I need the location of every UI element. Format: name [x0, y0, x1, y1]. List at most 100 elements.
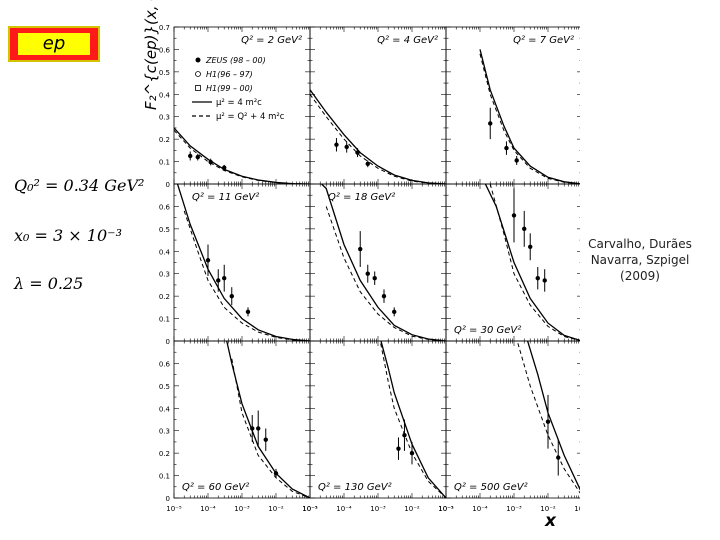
y-tick-label: 0.5: [159, 383, 170, 391]
solid-curve: [479, 49, 580, 184]
data-point: [344, 144, 349, 150]
y-tick-label: 0.2: [159, 136, 170, 144]
data-point: [222, 165, 227, 170]
data-point: [365, 161, 370, 167]
data-point: [545, 419, 551, 424]
data-point: [522, 226, 527, 232]
credit-line-2: Navarra, Szpigel: [590, 253, 690, 267]
panel-frame: [445, 26, 580, 185]
panel-label: Q² = 60 GeV²: [182, 482, 249, 493]
data-point: [372, 276, 377, 281]
panel-2: Q² = 4 GeV²: [309, 26, 447, 185]
panel-frame: [173, 183, 311, 342]
panel-label: Q² = 18 GeV²: [328, 192, 395, 203]
data-point: [402, 433, 407, 438]
data-point: [504, 145, 509, 151]
ep-badge: ep: [8, 26, 100, 62]
y-tick-label: 0.3: [159, 114, 170, 122]
data-point: [256, 426, 261, 431]
y-tick-label: 0.1: [159, 159, 170, 167]
data-point: [535, 276, 540, 281]
param-x0: x₀ = 3 × 10⁻³: [14, 226, 122, 245]
solid-curve: [176, 184, 310, 341]
y-tick-label: 0.4: [159, 248, 171, 256]
x-tick-label: 10⁻³: [234, 505, 250, 513]
panel-label: Q² = 30 GeV²: [454, 325, 521, 336]
data-point: [396, 446, 401, 451]
y-tick-label: 0.1: [159, 316, 170, 324]
data-point: [229, 293, 234, 299]
solid-curve: [526, 341, 580, 491]
data-point: [381, 293, 387, 299]
param-q0: Q₀² = 0.34 GeV²: [14, 176, 145, 195]
x-tick-label: 10⁻³: [506, 505, 522, 513]
panel-label: Q² = 4 GeV²: [377, 35, 438, 46]
x-axis-label: x: [544, 511, 557, 531]
param-lambda: λ = 0.25: [14, 274, 84, 293]
x-tick-label: 10⁻³: [370, 505, 386, 513]
dashed-curve: [479, 53, 580, 184]
dashed-curve: [379, 341, 446, 498]
y-tick-label: 0.3: [159, 428, 170, 436]
data-point: [208, 159, 213, 165]
data-point: [188, 153, 193, 159]
data-point: [222, 276, 227, 281]
panel-frame: [445, 183, 580, 342]
credit-line-1: Carvalho, Durães: [588, 237, 692, 251]
data-point: [488, 121, 493, 126]
data-point: [334, 142, 339, 147]
y-tick-label: 0: [166, 338, 170, 346]
x-tick-label: 10⁻²: [404, 505, 420, 513]
panel-3: Q² = 7 GeV²: [445, 26, 580, 185]
dashed-curve: [516, 341, 580, 494]
data-point: [514, 158, 519, 163]
legend-marker: [195, 71, 201, 77]
panel-6: Q² = 30 GeV²: [445, 183, 580, 342]
panel-8: Q² = 130 GeV²: [309, 340, 447, 499]
panel-9: Q² = 500 GeV²: [445, 340, 580, 499]
data-point: [355, 150, 360, 155]
dashed-curve: [489, 184, 580, 341]
panel-label: Q² = 7 GeV²: [513, 35, 574, 46]
legend: ZEUS (98 – 00) H1(96 – 97) H1(99 – 00) μ² =…: [192, 56, 285, 122]
data-point: [245, 309, 251, 315]
y-tick-label: 0.2: [159, 450, 170, 458]
credit-line-3: (2009): [620, 269, 660, 283]
y-tick-label: 0.2: [159, 293, 170, 301]
x-tick-label: 10⁻⁴: [200, 505, 216, 513]
solid-curve: [310, 89, 446, 184]
f2c-chart: Q² = 2 GeV² Q² = 4 GeV² Q² = 7 GeV² Q² = 11…: [142, 0, 580, 531]
y-tick-label: 0.4: [159, 405, 171, 413]
y-tick-label: 0.6: [159, 46, 171, 54]
panel-5: Q² = 18 GeV²: [309, 183, 447, 342]
x-tick-label: 10⁻⁵: [166, 505, 182, 513]
y-tick-label: 0.6: [159, 203, 171, 211]
data-point: [409, 450, 415, 456]
dashed-curve: [174, 129, 310, 184]
data-point: [542, 278, 547, 283]
legend-label: H1(96 – 97): [206, 70, 253, 79]
panel-label: Q² = 2 GeV²: [241, 35, 302, 46]
dashed-curve: [310, 94, 446, 184]
x-tick-label: 10⁻¹: [302, 505, 318, 513]
dashed-curve: [183, 210, 310, 341]
panel-frame: [173, 340, 311, 499]
legend-label: ZEUS (98 – 00): [205, 56, 266, 65]
y-tick-label: 0.5: [159, 226, 170, 234]
data-point: [216, 278, 221, 283]
panel-frame: [445, 340, 580, 499]
data-point: [528, 244, 533, 249]
panel-label: Q² = 500 GeV²: [454, 482, 528, 493]
data-point: [358, 246, 363, 252]
panel-4: Q² = 11 GeV²: [173, 183, 311, 342]
legend-label: μ² = Q² + 4 m²c: [216, 112, 285, 122]
data-point: [205, 258, 211, 263]
y-tick-label: 0.3: [159, 271, 170, 279]
data-point: [511, 213, 517, 218]
ep-badge-label: ep: [18, 33, 90, 55]
y-tick-label: 0.4: [159, 91, 171, 99]
panel-frame: [309, 183, 447, 342]
x-tick-label: 10⁻²: [540, 505, 556, 513]
dashed-curve: [325, 206, 446, 341]
data-point: [392, 309, 397, 315]
